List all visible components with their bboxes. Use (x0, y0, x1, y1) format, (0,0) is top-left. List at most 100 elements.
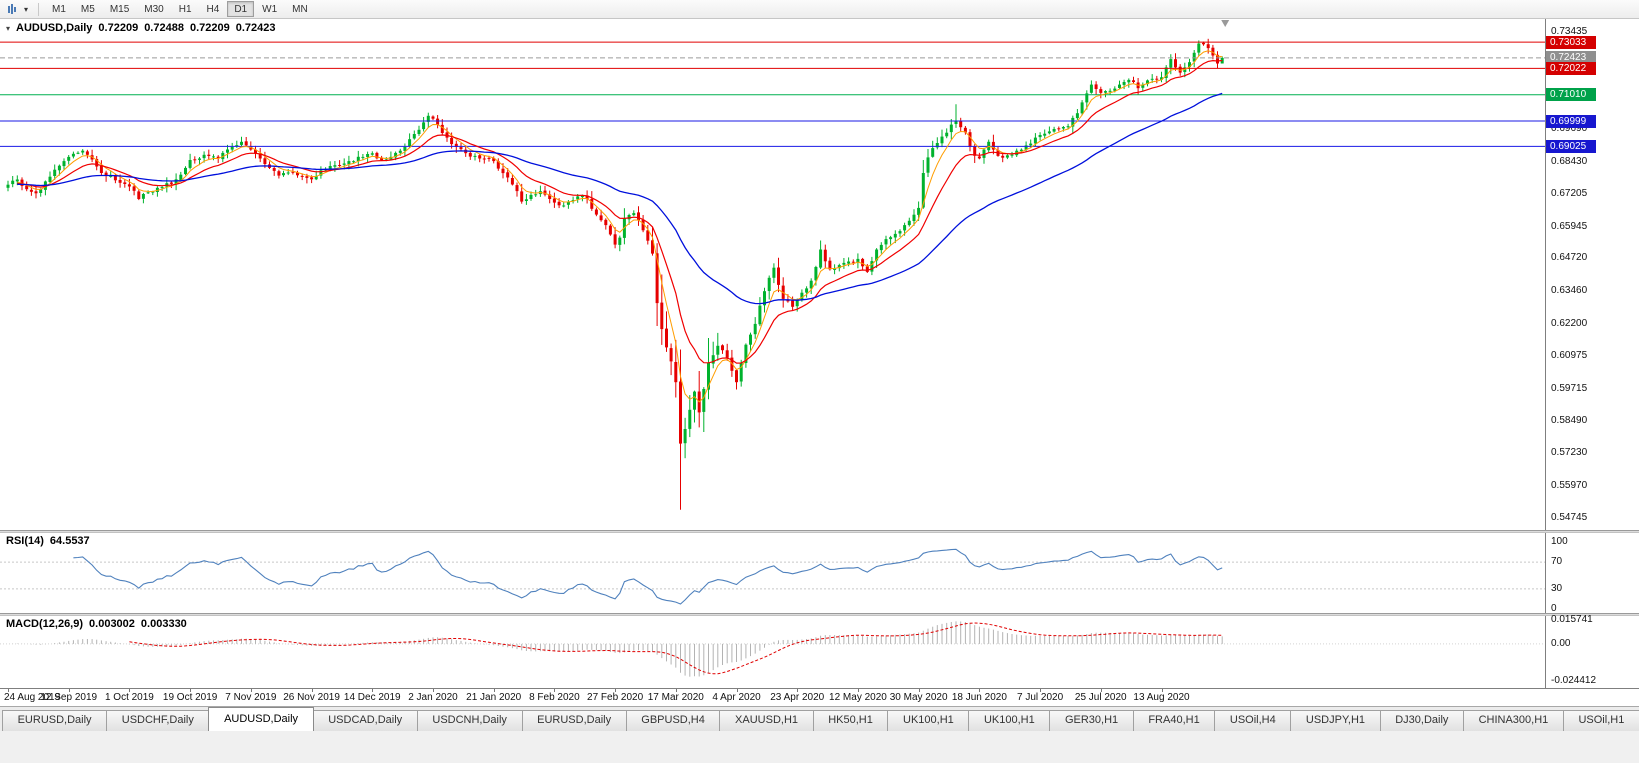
chart-tab[interactable]: GBPUSD,H4 (625, 710, 721, 731)
time-axis-tick (311, 689, 313, 692)
timeframe-button-h4[interactable]: H4 (206, 4, 220, 15)
price-scale-tick: 0.63460 (1551, 285, 1588, 297)
chart-tab[interactable]: USDCAD,Daily (312, 710, 418, 731)
time-axis-tick (68, 689, 70, 692)
panel-splitter[interactable] (0, 530, 1639, 533)
time-axis-label: 13 Aug 2020 (1133, 692, 1190, 703)
time-axis-label: 26 Nov 2019 (283, 692, 340, 703)
time-axis-tick (129, 689, 131, 692)
time-axis-label: 12 Sep 2019 (40, 692, 98, 703)
timeframe-button-m1[interactable]: M1 (52, 4, 66, 15)
chart-type-icon[interactable] (5, 2, 20, 17)
chart-tab[interactable]: USDCHF,Daily (106, 710, 210, 731)
price-scale-tick: 0.54745 (1551, 511, 1588, 523)
rsi-scale-tick: 70 (1551, 556, 1563, 568)
time-axis-tick (1161, 689, 1163, 692)
time-axis-label: 25 Jul 2020 (1074, 692, 1127, 703)
time-axis-label: 14 Dec 2019 (343, 692, 401, 703)
macd-scale-tick: 0.00 (1551, 637, 1571, 649)
time-axis-label: 7 Jul 2020 (1016, 692, 1064, 703)
time-axis-tick (8, 689, 9, 692)
time-axis-label: 4 Apr 2020 (712, 692, 761, 703)
timeframe-button-w1[interactable]: W1 (262, 4, 278, 15)
time-axis-tick (736, 689, 738, 692)
price-scale-tick: 0.67205 (1551, 187, 1588, 199)
chart-tab[interactable]: DJ30,Daily (1379, 710, 1464, 731)
price-scale-tick: 0.69690 (1551, 123, 1588, 135)
time-axis-tick (675, 689, 677, 692)
price-badge-resistance-line-label: 0.73033 (1546, 35, 1596, 49)
time-axis-tick (554, 689, 556, 692)
toolbar-separator (38, 2, 40, 16)
price-scale-tick: 0.59715 (1551, 382, 1588, 394)
time-axis-tick (250, 689, 252, 692)
time-axis-tick (979, 689, 981, 692)
price-badge-support-line-label: 0.71010 (1546, 88, 1596, 102)
time-axis-label: 17 Mar 2020 (647, 692, 704, 703)
rsi-scale: 100 70 30 0 (1545, 533, 1639, 614)
timeframe-button-m15[interactable]: M15 (109, 4, 130, 15)
time-axis-label: 24 Aug 2019 (4, 692, 61, 703)
time-axis-label: 23 Apr 2020 (770, 692, 825, 703)
price-chart-panel[interactable]: ▾ AUDUSD,Daily 0.72209 0.72488 0.72209 0… (0, 19, 1639, 530)
chart-tab[interactable]: GER30,H1 (1049, 710, 1134, 731)
ohlc-high: 0.72488 (144, 22, 184, 34)
time-axis-tick (190, 689, 192, 692)
macd-panel[interactable]: MACD(12,26,9) 0.003002 0.003330 0.015741… (0, 614, 1639, 688)
symbol-caret-icon[interactable]: ▾ (6, 23, 11, 33)
chart-tab[interactable]: USDJPY,H1 (1290, 710, 1381, 731)
chart-shift-marker (1221, 20, 1230, 27)
chart-tab[interactable]: FRA40,H1 (1132, 710, 1216, 731)
chart-tab[interactable]: EURUSD,Daily (2, 710, 108, 731)
chart-type-dropdown-icon[interactable]: ▾ (24, 4, 29, 14)
candlestick-chart[interactable] (0, 19, 1545, 530)
chart-tab[interactable]: USOil,H4 (1214, 710, 1292, 731)
macd-scale-tick: 0.015741 (1551, 614, 1593, 625)
rsi-panel[interactable]: RSI(14) 64.5537 100 70 30 0 (0, 533, 1639, 614)
chart-symbol-label: AUDUSD,Daily (16, 22, 93, 34)
time-axis-label: 7 Nov 2019 (225, 692, 277, 703)
chart-tab[interactable]: UK100,H1 (968, 710, 1051, 731)
price-scale-tick: 0.62200 (1551, 317, 1588, 329)
price-scale-tick: 0.65945 (1551, 220, 1588, 232)
price-scale-tick: 0.58490 (1551, 414, 1588, 426)
time-axis-tick (372, 689, 374, 692)
timeframe-toolbar: M1 M5 M15 M30 H1 H4 D1 W1 MN (45, 1, 316, 17)
time-axis-label: 30 May 2020 (889, 692, 948, 703)
price-badge-current-price-label: 0.72423 (1546, 51, 1596, 65)
time-axis-label: 27 Feb 2020 (587, 692, 644, 703)
time-axis-tick (1040, 689, 1042, 692)
ohlc-low: 0.72209 (189, 22, 230, 34)
timeframe-button-m5[interactable]: M5 (80, 4, 95, 15)
rsi-label: RSI(14) (6, 535, 44, 547)
timeframe-button-mn[interactable]: MN (292, 4, 308, 15)
chart-tab[interactable]: USDCNH,Daily (416, 710, 523, 731)
chart-tab[interactable]: CHINA300,H1 (1462, 710, 1564, 731)
price-scale[interactable]: 0.73435 0.69690 0.68430 0.67205 0.65945 0.647… (1545, 19, 1639, 530)
rsi-chart (0, 548, 1545, 605)
chart-tab[interactable]: UK100,H1 (887, 710, 970, 731)
timeframe-button-m30[interactable]: M30 (144, 4, 164, 15)
chart-tab[interactable]: EURUSD,Daily (521, 710, 627, 731)
time-axis[interactable]: 24 Aug 2019 12 Sep 2019 1 Oct 2019 19 Oct 2… (0, 688, 1639, 706)
time-axis-tick (493, 689, 495, 692)
rsi-scale-tick: 100 (1551, 536, 1568, 547)
panel-splitter[interactable] (0, 613, 1639, 616)
price-badge-support-line-label: 0.69999 (1546, 114, 1596, 128)
macd-chart (0, 621, 1545, 677)
macd-scale: 0.015741 0.00 -0.024412 (1545, 614, 1639, 688)
ohlc-close: 0.72423 (235, 22, 276, 34)
time-axis-label: 8 Feb 2020 (529, 692, 580, 703)
chart-tab[interactable]: XAUUSD,H1 (719, 710, 814, 731)
timeframe-button-d1[interactable]: D1 (227, 1, 255, 17)
price-scale-tick: 0.73435 (1551, 25, 1588, 37)
chart-tab[interactable]: HK50,H1 (812, 710, 889, 731)
time-axis-tick (797, 689, 799, 692)
macd-main-value: 0.003002 (89, 618, 135, 630)
timeframe-button-h1[interactable]: H1 (178, 4, 192, 15)
price-scale-tick: 0.55970 (1551, 480, 1588, 491)
chart-tab[interactable]: USOil,H1 (1562, 710, 1639, 731)
rsi-scale-tick: 0 (1551, 603, 1557, 614)
toolbar: ▾ M1 M5 M15 M30 H1 H4 D1 W1 MN (0, 0, 1639, 19)
chart-tab[interactable]: AUDUSD,Daily (208, 707, 314, 731)
